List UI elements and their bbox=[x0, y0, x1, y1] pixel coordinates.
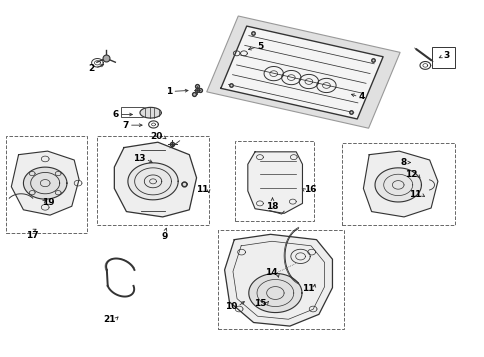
Text: 10: 10 bbox=[225, 302, 237, 311]
Bar bbox=[121, 107, 146, 117]
Text: 9: 9 bbox=[162, 232, 168, 241]
Polygon shape bbox=[247, 152, 302, 213]
Text: 11: 11 bbox=[301, 284, 314, 293]
Text: 17: 17 bbox=[26, 231, 38, 240]
Polygon shape bbox=[374, 168, 421, 202]
Text: 16: 16 bbox=[304, 185, 316, 194]
Bar bbox=[97, 136, 208, 225]
Polygon shape bbox=[128, 163, 178, 200]
Bar bbox=[235, 141, 314, 221]
Polygon shape bbox=[363, 151, 437, 217]
Text: 7: 7 bbox=[122, 121, 129, 130]
Text: 20: 20 bbox=[150, 132, 162, 141]
Text: 2: 2 bbox=[89, 64, 95, 73]
Text: 11: 11 bbox=[408, 190, 421, 199]
Text: 21: 21 bbox=[103, 315, 115, 324]
Text: 8: 8 bbox=[400, 158, 406, 167]
Polygon shape bbox=[224, 234, 332, 326]
Text: 13: 13 bbox=[133, 155, 146, 164]
Text: 19: 19 bbox=[42, 198, 55, 207]
Text: 11: 11 bbox=[196, 185, 208, 193]
Text: 14: 14 bbox=[264, 268, 277, 277]
Text: 1: 1 bbox=[166, 87, 172, 96]
Text: 5: 5 bbox=[257, 42, 263, 51]
Polygon shape bbox=[206, 16, 399, 128]
Polygon shape bbox=[114, 142, 196, 217]
Bar bbox=[341, 143, 454, 225]
Bar bbox=[218, 230, 343, 328]
Polygon shape bbox=[11, 151, 79, 215]
Polygon shape bbox=[140, 107, 161, 118]
Text: 6: 6 bbox=[113, 110, 119, 119]
Text: 15: 15 bbox=[254, 299, 266, 308]
Text: 4: 4 bbox=[358, 92, 364, 101]
Text: 12: 12 bbox=[404, 170, 417, 180]
Polygon shape bbox=[220, 26, 382, 119]
Polygon shape bbox=[248, 273, 302, 313]
Text: 3: 3 bbox=[442, 51, 449, 60]
Polygon shape bbox=[23, 167, 67, 199]
Text: 18: 18 bbox=[266, 202, 278, 211]
Bar bbox=[431, 47, 454, 68]
Bar bbox=[6, 136, 87, 232]
